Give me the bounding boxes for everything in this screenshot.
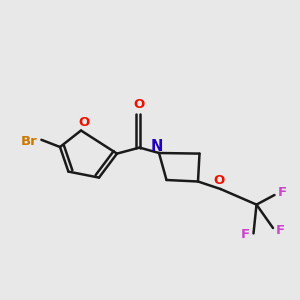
Text: F: F [241,228,250,242]
Text: Br: Br [21,135,38,148]
Text: O: O [213,174,225,187]
Text: O: O [78,116,90,129]
Text: O: O [134,98,145,112]
Text: N: N [150,139,163,154]
Text: F: F [278,185,286,199]
Text: F: F [276,224,285,237]
